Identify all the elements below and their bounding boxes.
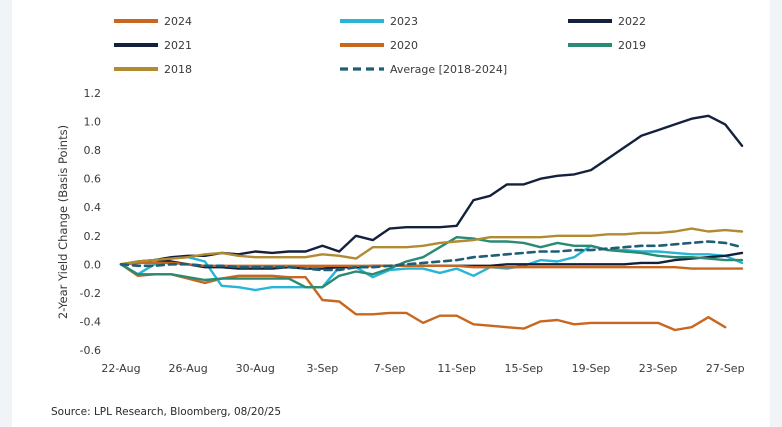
series-lines bbox=[119, 114, 744, 332]
x-tick-label: 19-Sep bbox=[572, 362, 611, 375]
x-tick-label: 11-Sep bbox=[437, 362, 476, 375]
legend-item: 2024 bbox=[114, 15, 192, 28]
x-tick-label: 22-Aug bbox=[101, 362, 140, 375]
series-line-2018 bbox=[119, 227, 744, 266]
series-line-2024 bbox=[119, 263, 727, 332]
series-line-average-2018-2024 bbox=[119, 240, 744, 272]
x-tick-label: 26-Aug bbox=[169, 362, 208, 375]
legend-item: Average [2018-2024] bbox=[340, 63, 507, 76]
y-tick-label: -0.2 bbox=[80, 287, 101, 300]
series-line-2019 bbox=[119, 236, 744, 289]
legend-item: 2023 bbox=[340, 15, 418, 28]
y-tick-label: -0.6 bbox=[80, 344, 101, 357]
legend-item: 2021 bbox=[114, 39, 192, 52]
y-tick-label: -0.4 bbox=[80, 315, 101, 328]
y-tick-label: 0.4 bbox=[84, 201, 102, 214]
y-tick-label: 1.2 bbox=[84, 87, 102, 100]
y-axis-title: 2-Year Yield Change (Basis Points) bbox=[56, 125, 70, 319]
legend-label: 2023 bbox=[390, 15, 418, 28]
legend-item: 2018 bbox=[114, 63, 192, 76]
legend-label: 2022 bbox=[618, 15, 646, 28]
legend-label: 2024 bbox=[164, 15, 192, 28]
x-tick-label: 30-Aug bbox=[236, 362, 275, 375]
legend-item: 2019 bbox=[568, 39, 646, 52]
series-line-2022 bbox=[119, 114, 744, 266]
legend-item: 2020 bbox=[340, 39, 418, 52]
y-axis: -0.6 -0.4 -0.2 0.0 0.2 0.4 0.6 0.8 1.0 1.2 bbox=[80, 87, 101, 357]
y-tick-label: 0.0 bbox=[84, 258, 102, 271]
series-line-2023 bbox=[119, 244, 744, 292]
x-tick-label: 7-Sep bbox=[374, 362, 406, 375]
x-tick-label: 23-Sep bbox=[639, 362, 678, 375]
legend-label: 2019 bbox=[618, 39, 646, 52]
y-tick-label: 0.2 bbox=[84, 230, 102, 243]
x-tick-label: 15-Sep bbox=[504, 362, 543, 375]
y-tick-label: 0.8 bbox=[84, 144, 102, 157]
line-chart: 2024 2023 2022 2021 2020 2019 2018 Average [201… bbox=[56, 15, 745, 375]
x-tick-label: 3-Sep bbox=[307, 362, 339, 375]
chart-panel: 2024 2023 2022 2021 2020 2019 2018 Average [201… bbox=[12, 0, 770, 427]
legend-label: 2018 bbox=[164, 63, 192, 76]
legend-item: 2022 bbox=[568, 15, 646, 28]
legend-label: 2021 bbox=[164, 39, 192, 52]
x-tick-label: 27-Sep bbox=[706, 362, 745, 375]
legend-label: Average [2018-2024] bbox=[390, 63, 507, 76]
legend: 2024 2023 2022 2021 2020 2019 2018 Average [201… bbox=[114, 15, 646, 76]
x-axis: 22-Aug 26-Aug 30-Aug 3-Sep 7-Sep 11-Sep 15-Sep… bbox=[101, 362, 744, 375]
y-tick-label: 0.6 bbox=[84, 173, 102, 186]
source-note: Source: LPL Research, Bloomberg, 08/20/2… bbox=[51, 406, 282, 418]
y-tick-label: 1.0 bbox=[84, 116, 102, 129]
legend-label: 2020 bbox=[390, 39, 418, 52]
